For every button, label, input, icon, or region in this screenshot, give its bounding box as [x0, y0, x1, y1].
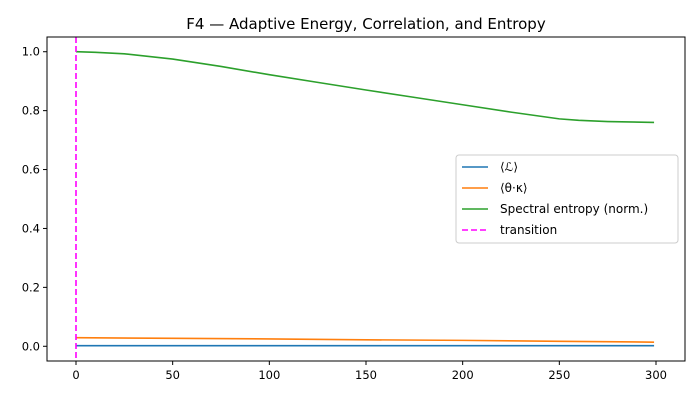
- series-line-1: [75, 336, 655, 343]
- series-line-2: [75, 50, 655, 124]
- legend-label: Spectral entropy (norm.): [500, 202, 648, 216]
- axes-frame: [46, 36, 686, 362]
- y-tick-label: 1.0: [22, 45, 40, 59]
- legend-label: ⟨ℒ⟩: [500, 160, 518, 174]
- legend-label: ⟨θ·κ⟩: [500, 181, 528, 195]
- y-tick-label: 0.6: [22, 163, 40, 177]
- legend-box: [455, 154, 679, 244]
- x-axis: 0 50 100 150 200 250 300: [72, 361, 667, 382]
- y-tick-label: 0.4: [22, 221, 40, 235]
- x-tick-label: 250: [548, 368, 570, 382]
- x-tick-label: 300: [645, 368, 667, 382]
- legend: ⟨ℒ⟩ ⟨θ·κ⟩ Spectral entropy (norm.) transiti…: [455, 154, 679, 244]
- x-tick-label: 0: [72, 368, 79, 382]
- x-tick-label: 100: [258, 368, 280, 382]
- x-tick-label: 50: [165, 368, 180, 382]
- legend-label: transition: [500, 223, 557, 237]
- y-tick-label: 0.2: [22, 280, 40, 294]
- y-tick-label: 0.8: [22, 104, 40, 118]
- series-layer: [75, 37, 655, 361]
- x-tick-label: 200: [452, 368, 474, 382]
- x-tick-label: 150: [355, 368, 377, 382]
- y-tick-label: 0.0: [22, 339, 40, 353]
- chart-title: F4 — Adaptive Energy, Correlation, and E…: [186, 15, 546, 33]
- y-axis: 0.0 0.2 0.4 0.6 0.8 1.0: [22, 45, 47, 353]
